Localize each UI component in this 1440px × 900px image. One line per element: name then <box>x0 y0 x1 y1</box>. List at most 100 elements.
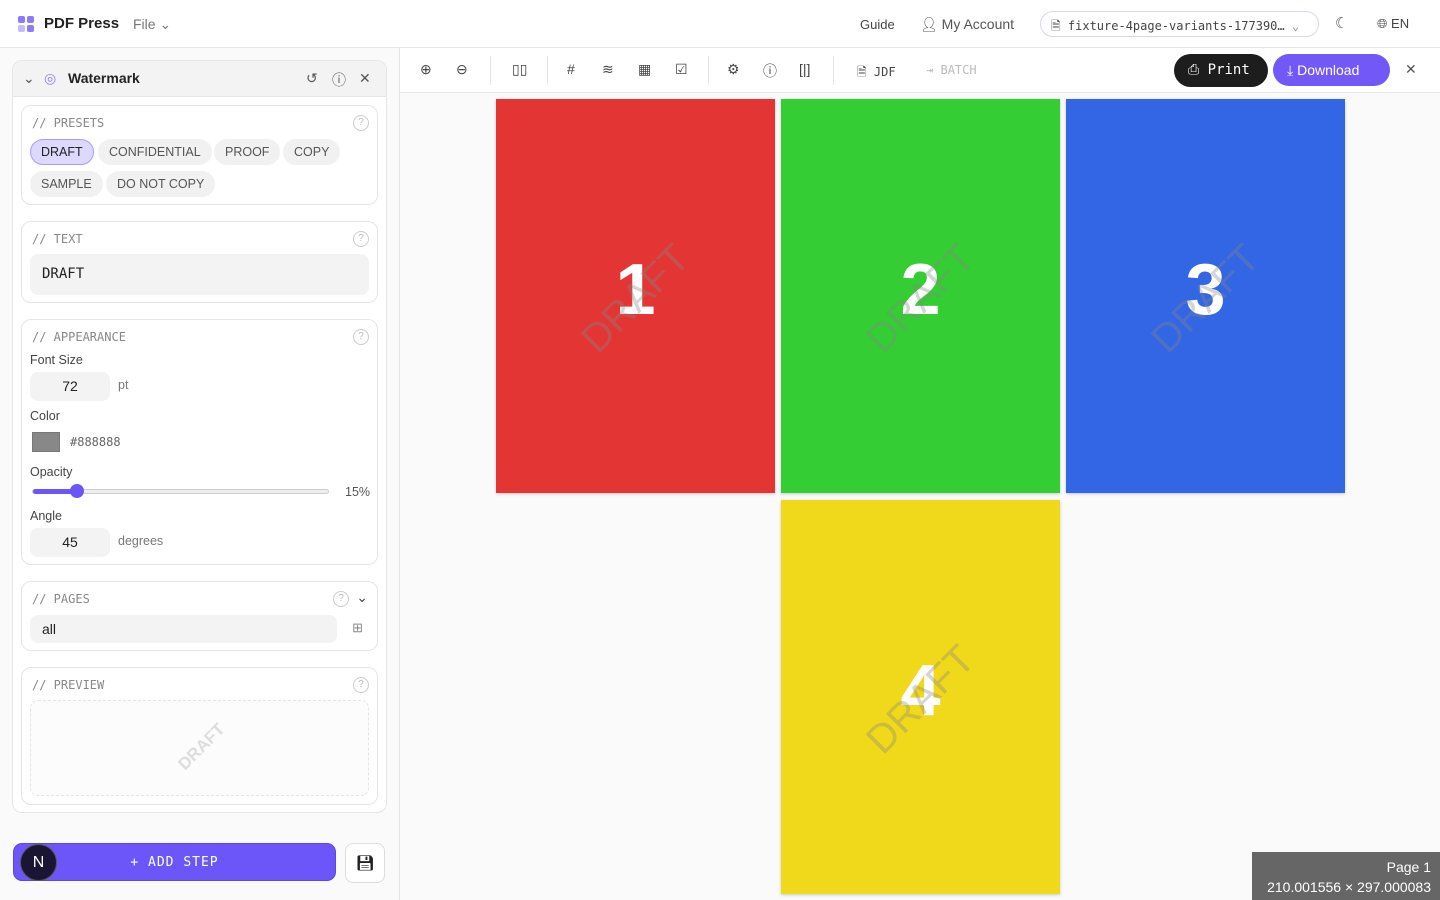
preview-watermark-text: DRAFT <box>174 719 229 774</box>
chevron-down-icon[interactable]: ⌄ <box>356 589 368 605</box>
hash-icon[interactable]: # <box>567 61 575 77</box>
user-icon: 👤︎ <box>920 16 938 32</box>
batch-label: BATCH <box>940 63 977 77</box>
document-icon: 🗎 <box>1051 19 1061 33</box>
layers-icon[interactable]: ≋ <box>602 61 614 77</box>
preset-copy[interactable]: COPY <box>283 139 341 165</box>
help-icon[interactable]: ⓘ <box>332 72 346 88</box>
sidebar: ⌄ ◎ Watermark ↺ ⓘ ✕ // PRESETS ? DRAFT C… <box>0 48 400 900</box>
table-icon[interactable]: ▦ <box>638 61 652 77</box>
account-label: My Account <box>941 16 1015 32</box>
page-number: 2 <box>900 250 941 330</box>
preset-sample[interactable]: SAMPLE <box>30 171 103 197</box>
preview-card: // PREVIEW ? DRAFT <box>21 667 378 805</box>
preview-label: // PREVIEW <box>32 678 105 692</box>
file-menu[interactable]: File ⌄ <box>133 16 171 33</box>
save-icon: 💾︎ <box>355 855 375 872</box>
preset-confidential[interactable]: CONFIDENTIAL <box>98 139 212 165</box>
help-icon[interactable]: ? <box>333 591 349 607</box>
angle-label: Angle <box>30 509 62 523</box>
fingerprint-icon: ◎ <box>44 70 57 86</box>
close-icon[interactable]: ✕ <box>1405 61 1417 77</box>
jdf-button[interactable]: 🗎 JDF <box>857 63 896 84</box>
opacity-slider[interactable] <box>32 484 329 498</box>
split-icon[interactable]: [|] <box>799 61 811 77</box>
help-icon[interactable]: ? <box>353 677 369 693</box>
zoom-in-icon[interactable]: ⊕ <box>420 61 432 77</box>
preset-do-not-copy[interactable]: DO NOT COPY <box>106 171 216 197</box>
text-label: // TEXT <box>32 232 83 246</box>
opacity-slider-thumb[interactable] <box>70 484 85 498</box>
app-title: PDF Press <box>44 15 120 32</box>
save-button[interactable]: 💾︎ <box>345 843 385 883</box>
top-bar: PDF Press File ⌄ Guide 👤︎ My Account 🗎 f… <box>0 0 1440 48</box>
dark-mode-icon[interactable]: ☾ <box>1335 15 1349 32</box>
watermark-panel: ⌄ ◎ Watermark ↺ ⓘ ✕ // PRESETS ? DRAFT C… <box>12 60 387 813</box>
chevron-down-icon: ⌄ <box>159 16 172 32</box>
reset-icon[interactable]: ↺ <box>306 70 318 86</box>
watermark-text-input[interactable]: DRAFT <box>30 254 369 295</box>
watermark-title: Watermark <box>68 70 140 86</box>
file-menu-label: File <box>133 16 156 32</box>
page-number: 3 <box>1185 250 1226 330</box>
collapse-chevron-icon[interactable]: ⌄ <box>23 70 35 86</box>
preset-proof[interactable]: PROOF <box>214 139 281 165</box>
text-card: // TEXT ? DRAFT <box>21 221 378 303</box>
close-icon[interactable]: ✕ <box>359 70 371 86</box>
grid-picker-icon[interactable]: ⊞ <box>352 620 363 635</box>
checkbox-icon[interactable]: ☑ <box>675 61 688 77</box>
download-button[interactable]: ⤓ Download <box>1273 54 1390 86</box>
font-size-label: Font Size <box>30 353 83 367</box>
watermark-header: ⌄ ◎ Watermark ↺ ⓘ ✕ <box>13 61 386 97</box>
pdf-page-3[interactable]: 3 DRAFT <box>1066 99 1345 493</box>
pages-card: // PAGES ? ⌄ all ⊞ <box>21 581 378 651</box>
font-unit: pt <box>118 378 129 392</box>
batch-icon: ⇥ <box>926 63 934 77</box>
language-label: EN <box>1391 16 1410 31</box>
printer-icon: ⎙ <box>1188 62 1200 78</box>
app-logo-icon <box>18 16 34 32</box>
print-label: Print <box>1207 62 1250 78</box>
download-icon: ⤓ <box>1287 62 1294 78</box>
page-info-overlay: Page 1 210.001556 × 297.000083 <box>1252 852 1440 900</box>
file-name: fixture-4page-variants-177390… <box>1067 19 1285 33</box>
angle-input[interactable]: 45 <box>30 528 110 557</box>
pdf-page-4[interactable]: 4 DRAFT <box>781 500 1060 894</box>
preview-box: DRAFT <box>30 700 369 796</box>
opacity-label: Opacity <box>30 465 73 479</box>
batch-button[interactable]: ⇥ BATCH <box>926 63 977 77</box>
chevron-down-icon: ⌄ <box>1291 19 1300 33</box>
pdf-page-1[interactable]: 1 DRAFT <box>496 99 775 493</box>
pages-label: // PAGES <box>32 592 90 606</box>
settings-icon[interactable]: ⚙ <box>727 61 740 77</box>
help-icon[interactable]: ? <box>353 115 369 131</box>
angle-unit: degrees <box>118 534 164 548</box>
avatar[interactable]: N <box>20 844 57 881</box>
toolbar: ⊕ ⊖ ▯▯ # ≋ ▦ ☑ ⚙ ⓘ [|] 🗎 JDF ⇥ BATCH ⎙ P… <box>400 48 1440 93</box>
document-icon: 🗎 <box>857 65 867 79</box>
pdf-page-2[interactable]: 2 DRAFT <box>781 99 1060 493</box>
preset-draft[interactable]: DRAFT <box>30 139 94 165</box>
jdf-label: JDF <box>873 65 896 79</box>
info-icon[interactable]: ⓘ <box>763 63 777 79</box>
page-number-label: Page 1 <box>1386 859 1431 875</box>
font-size-input[interactable]: 72 <box>30 372 110 401</box>
color-swatch[interactable] <box>32 432 60 452</box>
file-selector[interactable]: 🗎 fixture-4page-variants-177390… ⌄ <box>1040 11 1319 37</box>
appearance-label: // APPEARANCE <box>32 330 126 344</box>
guide-link[interactable]: Guide <box>860 17 895 32</box>
pages-input[interactable]: all <box>30 615 337 643</box>
add-step-button[interactable]: + ADD STEP <box>13 843 336 881</box>
language-selector[interactable]: 🌐︎ EN <box>1377 16 1409 32</box>
columns-icon[interactable]: ▯▯ <box>512 61 528 77</box>
help-icon[interactable]: ? <box>353 231 369 247</box>
appearance-card: // APPEARANCE ? Font Size 72 pt Color #8… <box>21 319 378 565</box>
my-account-button[interactable]: 👤︎ My Account <box>920 16 1014 33</box>
color-label: Color <box>30 409 60 423</box>
download-label: Download <box>1297 62 1360 78</box>
zoom-out-icon[interactable]: ⊖ <box>456 61 468 77</box>
help-icon[interactable]: ? <box>353 329 369 345</box>
print-button[interactable]: ⎙ Print <box>1174 54 1268 87</box>
opacity-slider-fill <box>33 489 78 494</box>
page-number: 4 <box>900 651 941 731</box>
